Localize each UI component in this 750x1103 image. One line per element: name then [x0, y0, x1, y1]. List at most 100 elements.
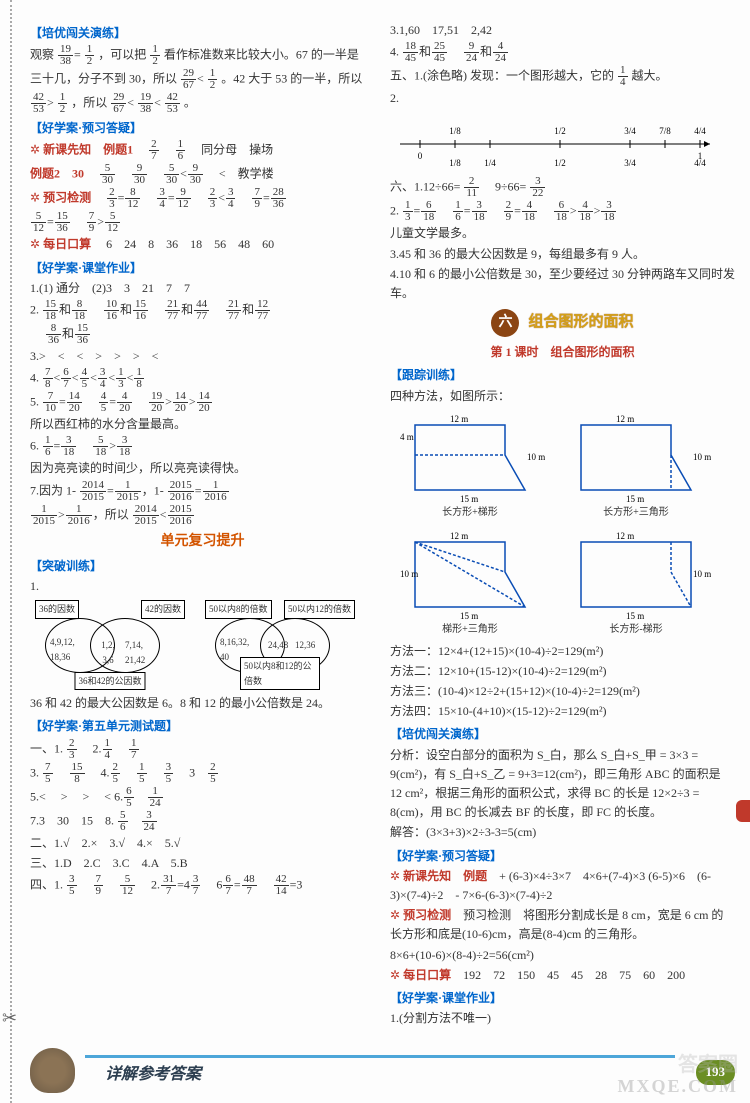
side-tab	[736, 800, 750, 822]
frac: 512	[105, 211, 120, 234]
frac: 16	[176, 139, 186, 162]
text: 7.因为 1- 20142015=12015，1- 20152016=12016	[30, 480, 375, 503]
t: 1,2, 3,6	[98, 638, 118, 667]
text: 36 和 42 的最大公因数是 6。8 和 12 的最小公倍数是 24。	[30, 694, 375, 713]
frac: 4253	[165, 92, 180, 115]
text: 2. 1518和818 1016和1516 2177和4477 2177和127…	[30, 299, 375, 322]
binding-dots	[10, 0, 12, 1103]
text: 方法四：15×10-(4+10)×(15-12)÷2=129(m²)	[390, 702, 735, 721]
right-column: 3.1,60 17,51 2,42 4. 1845和2545 924和424 五…	[390, 20, 735, 1029]
text: 方法二：12×10+(15-12)×(10-4)÷2=129(m²)	[390, 662, 735, 681]
t: 50以内8的倍数	[205, 600, 272, 618]
frac: 23	[208, 187, 218, 210]
frac: 530	[100, 163, 115, 186]
text: 3.1,60 17,51 2,42	[390, 21, 735, 40]
t: 6 24 8 36 18 56 48 60	[106, 237, 274, 251]
text: 方法一：12×4+(12+15)×(10-4)÷2=129(m²)	[390, 642, 735, 661]
text: 因为亮亮读的时间少，所以亮亮读得快。	[30, 459, 375, 478]
svg-text:15 m: 15 m	[626, 494, 644, 504]
unit-badge: 六 组合图形的面积	[390, 309, 735, 337]
frac: 2967	[111, 92, 126, 115]
footer-banner: 详解参考答案	[85, 1055, 675, 1088]
t: 7.3 30 15 8.	[30, 813, 114, 827]
text: 5. 710=1420 45=420 1920>1420>1420	[30, 391, 375, 414]
t: 7.因为 1-	[30, 483, 76, 497]
text: ✲ 预习检测 预习检测 将图形分割成长是 8 cm，宽是 6 cm 的长方形和底…	[390, 906, 735, 944]
sec-test5: 【好学案·第五单元测试题】	[30, 717, 375, 736]
text: 四、1. 35 79 512 2.317=437 667=487 4214=3	[30, 874, 375, 897]
text: 分析：设空白部分的面积为 S_白，那么 S_白+S_甲 = 3×3 = 9(cm…	[390, 746, 735, 823]
t: 五、1.(涂色略) 发现：一个图形越大，它的	[390, 68, 614, 82]
text: ✲ 新课先知 例题 + (6-3)×4÷3×7 4×6+(7-4)×3 (6-5…	[390, 867, 735, 905]
t: 2.	[390, 204, 399, 218]
svg-text:3/4: 3/4	[624, 158, 636, 168]
text: 4. 78<67<45<34<13<18	[30, 367, 375, 390]
review-title: 单元复习提升	[30, 531, 375, 553]
text: 836和1536	[30, 323, 375, 346]
t: 预习检测	[43, 191, 91, 205]
text: ✲ 每日口算 192 72 150 45 45 28 75 60 200	[390, 966, 735, 985]
svg-text:1/2: 1/2	[554, 126, 566, 136]
venn-2: 50以内8的倍数 50以内12的倍数 8,16,32, 40 24,48 12,…	[200, 600, 360, 690]
t: 。	[184, 95, 196, 109]
t: 四、1.	[30, 877, 63, 891]
svg-text:0: 0	[418, 151, 423, 161]
text: 三十几，分子不到 30，所以 2967< 12 。42 大于 53 的一半，所以	[30, 68, 375, 91]
t: 越大。	[632, 68, 668, 82]
text: 二、1.√ 2.× 3.√ 4.× 5.√	[30, 834, 375, 853]
text: 观察 1938= 12 ，可以把 12 看作标准数来比较大小。67 的一半是	[30, 44, 375, 67]
frac: 12	[85, 44, 95, 67]
text: 6. 16=318 518>318	[30, 435, 375, 458]
cap: 梯形+三角形	[442, 624, 498, 635]
frac: 34	[226, 187, 236, 210]
text: 方法三：(10-4)×12÷2+(15+12)×(10-4)÷2=129(m²)	[390, 682, 735, 701]
t: 4,9,12, 18,36	[50, 635, 90, 664]
text: 1.(分割方法不唯一)	[390, 1009, 735, 1028]
t: 和	[480, 44, 492, 58]
unit-title: 组合图形的面积	[528, 314, 633, 330]
text: ✲ 预习检测 23=812 34=912 23<34 79=2836	[30, 187, 375, 210]
lesson-title: 第 1 课时 组合图形的面积	[390, 343, 735, 362]
frac: 512	[31, 211, 46, 234]
svg-text:1/4: 1/4	[484, 158, 496, 168]
svg-text:4/4: 4/4	[694, 158, 706, 168]
text: 1.	[30, 577, 375, 596]
cap: 长方形-梯形	[609, 624, 662, 635]
text: 5.< > > < 6.65 124	[30, 786, 375, 809]
svg-text:1/8: 1/8	[449, 158, 461, 168]
t: 9÷66=	[483, 180, 526, 194]
t: 12,36	[295, 638, 335, 652]
text: 4.10 和 6 的最小公倍数是 30，至少要经过 30 分钟两路车又同时发车。	[390, 265, 735, 303]
text: 1.(1) 通分 (2)3 3 21 7 7	[30, 279, 375, 298]
t: 同分母 操场	[189, 143, 273, 157]
text: 三、1.D 2.C 3.C 4.A 5.B	[30, 854, 375, 873]
frac: 12	[208, 68, 218, 91]
frac: 12	[150, 44, 160, 67]
venn-1: 36的因数 42的因数 4,9,12, 18,36 1,2, 3,6 7,14,…	[30, 600, 190, 690]
svg-text:10 m: 10 m	[527, 452, 545, 462]
unit-num: 六	[491, 309, 519, 337]
text: 一、1. 23 2.14 17	[30, 738, 375, 761]
text: 4. 1845和2545 924和424	[390, 41, 735, 64]
frac: 912	[176, 187, 191, 210]
frac: 1938	[58, 44, 73, 67]
frac: 2967	[181, 68, 196, 91]
svg-text:1/2: 1/2	[554, 158, 566, 168]
frac: 1536	[55, 211, 70, 234]
text: 四种方法，如图所示：	[390, 387, 735, 406]
sec-cls2: 【好学案·课堂作业】	[390, 989, 735, 1008]
frac: 812	[125, 187, 140, 210]
t: 和	[419, 44, 431, 58]
text: 儿童文学最多。	[390, 224, 735, 243]
svg-text:4 m: 4 m	[400, 432, 414, 442]
svg-text:10 m: 10 m	[400, 569, 418, 579]
frac: 530	[164, 163, 179, 186]
t: 24,48	[268, 638, 288, 652]
t: 36和42的公因数	[74, 672, 145, 690]
footer-title: 详解参考答案	[105, 1066, 201, 1083]
cap: 长方形+三角形	[603, 507, 669, 518]
content-columns: 【培优闯关演练】 观察 1938= 12 ，可以把 12 看作标准数来比较大小。…	[30, 20, 735, 1029]
text: 8×6+(10-6)×(8-4)÷2=56(cm²)	[390, 946, 735, 965]
t: 4.	[390, 44, 399, 58]
svg-text:10 m: 10 m	[693, 569, 711, 579]
